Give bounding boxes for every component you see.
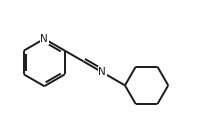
Text: N: N <box>98 67 106 77</box>
Text: N: N <box>40 34 48 44</box>
